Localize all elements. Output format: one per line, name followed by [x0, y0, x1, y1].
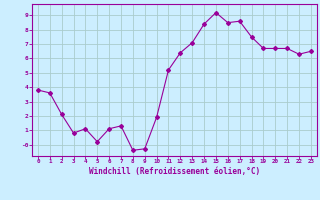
X-axis label: Windchill (Refroidissement éolien,°C): Windchill (Refroidissement éolien,°C): [89, 167, 260, 176]
